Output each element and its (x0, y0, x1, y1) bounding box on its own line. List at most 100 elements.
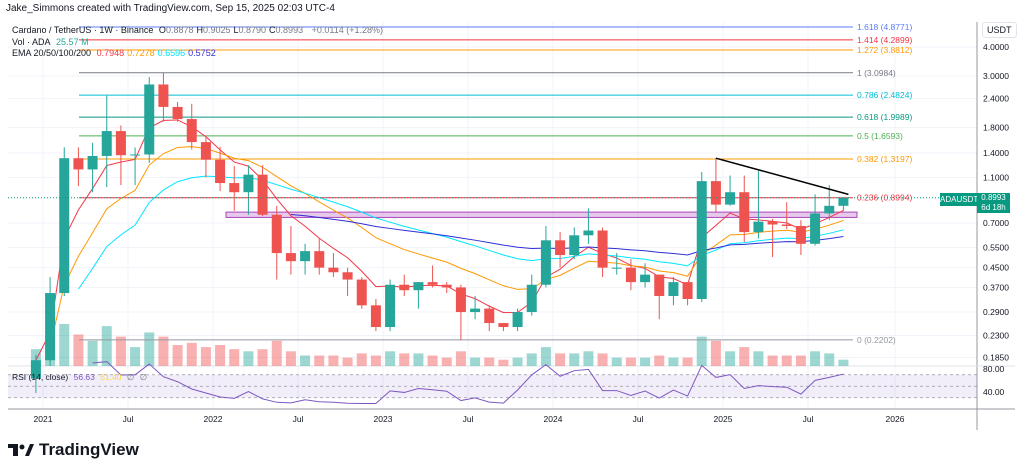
candle-body (130, 154, 141, 156)
volume-bar (314, 355, 325, 366)
fib-label: 0.382 (1.3197) (857, 154, 912, 164)
volume-bar (710, 340, 721, 366)
candle-body (243, 174, 254, 193)
candle-body (824, 205, 835, 214)
candle-body (144, 84, 155, 155)
ema-line-1 (49, 146, 844, 347)
candle-body (455, 287, 466, 313)
rsi-line (92, 361, 844, 404)
price-tick: 2.4000 (983, 94, 1009, 104)
fib-label: 0.618 (1.9989) (857, 112, 912, 122)
time-tick: 2026 (886, 414, 905, 424)
volume-bar (229, 349, 240, 366)
volume-bar (781, 355, 792, 366)
time-tick: Jul (463, 414, 474, 424)
candle-body (215, 159, 226, 184)
rsi-tick: 40.00 (983, 387, 1005, 397)
volume-bar (300, 355, 311, 366)
volume-bar (810, 351, 821, 366)
candle-body (512, 312, 523, 328)
rsi-label[interactable]: RSI (14, close) (12, 372, 69, 382)
ema-value-3: 0.5752 (188, 48, 216, 58)
volume-bar (172, 345, 183, 366)
price-tick: 0.1850 (983, 352, 1009, 362)
ohlc-l: L0.8790 (233, 25, 267, 35)
volume-legend: Vol · ADA 25.57 M (12, 37, 92, 47)
candle-body (611, 267, 622, 269)
candle-body (526, 284, 537, 313)
candle-body (271, 214, 282, 254)
volume-bar (342, 357, 353, 366)
volume-bar (470, 357, 481, 366)
rsi-na-1: ∅ (126, 372, 135, 382)
candle-body (229, 183, 240, 193)
volume-bar (413, 353, 424, 366)
candle-body (186, 119, 197, 143)
volume-bar (597, 353, 608, 366)
fib-label: 1.272 (3.8812) (857, 45, 912, 55)
time-tick: Jul (633, 414, 644, 424)
ema-values: 0.7948 0.7278 0.6596 0.5752 (97, 48, 219, 58)
volume-bar (200, 347, 211, 366)
candle-body (725, 192, 736, 205)
volume-bar (753, 351, 764, 366)
volume-bar (498, 359, 509, 366)
volume-bar (640, 357, 651, 366)
volume-bar (215, 345, 226, 366)
volume-bar (555, 353, 566, 366)
volume-bar (441, 357, 452, 366)
rsi-na-2: ∅ (139, 372, 148, 382)
price-tick: 3.0000 (983, 71, 1009, 81)
volume-bar (668, 357, 679, 366)
support-zone (225, 211, 858, 218)
volume-bar (725, 351, 736, 366)
candle-body (158, 84, 169, 107)
volume-label[interactable]: Vol · ADA (12, 37, 51, 47)
volume-bar (526, 353, 537, 366)
candle-body (696, 181, 707, 299)
rsi-value: 56.63 (73, 372, 95, 382)
volume-bar (540, 347, 551, 366)
volume-bar (115, 336, 126, 366)
candle-body (285, 253, 296, 262)
candle-body (569, 235, 580, 256)
symbol-title[interactable]: Cardano / TetherUS · 1W · Binance (12, 25, 154, 35)
candle-body (115, 131, 126, 156)
candle-body (640, 274, 651, 283)
volume-bar (569, 353, 580, 366)
candle-body (45, 293, 56, 361)
fib-label: 1.618 (4.8771) (857, 22, 912, 32)
candle-body (795, 225, 806, 244)
volume-bar (243, 351, 254, 366)
volume-bar (611, 357, 622, 366)
tradingview-logo[interactable]: TradingView (8, 440, 139, 460)
time-tick: 2025 (714, 414, 733, 424)
price-tick: 1.8000 (983, 123, 1009, 133)
volume-bar (144, 332, 155, 366)
candle-body (654, 274, 665, 296)
rsi-tick: 80.00 (983, 364, 1005, 374)
candle-body (328, 267, 339, 273)
price-tick: 0.5500 (983, 242, 1009, 252)
volume-bar (399, 353, 410, 366)
currency-button[interactable]: USDT (982, 22, 1017, 38)
volume-bar (512, 357, 523, 366)
candle-body (668, 282, 679, 296)
volume-bar (739, 347, 750, 366)
candle-body (441, 284, 452, 288)
candle-body (257, 174, 268, 215)
price-change: +0.0114 (+1.28%) (311, 25, 383, 35)
price-tick: 0.2900 (983, 307, 1009, 317)
volume-bar (583, 351, 594, 366)
volume-bar (101, 326, 112, 366)
candle-body (838, 197, 849, 206)
volume-bar (696, 336, 707, 366)
fib-label: 0.786 (2.4824) (857, 90, 912, 100)
time-tick: Jul (123, 414, 134, 424)
candle-body (87, 155, 98, 170)
candle-body (498, 323, 509, 328)
volume-bar (625, 357, 636, 366)
volume-bar (257, 349, 268, 366)
ema-label[interactable]: EMA 20/50/100/200 (12, 48, 92, 58)
